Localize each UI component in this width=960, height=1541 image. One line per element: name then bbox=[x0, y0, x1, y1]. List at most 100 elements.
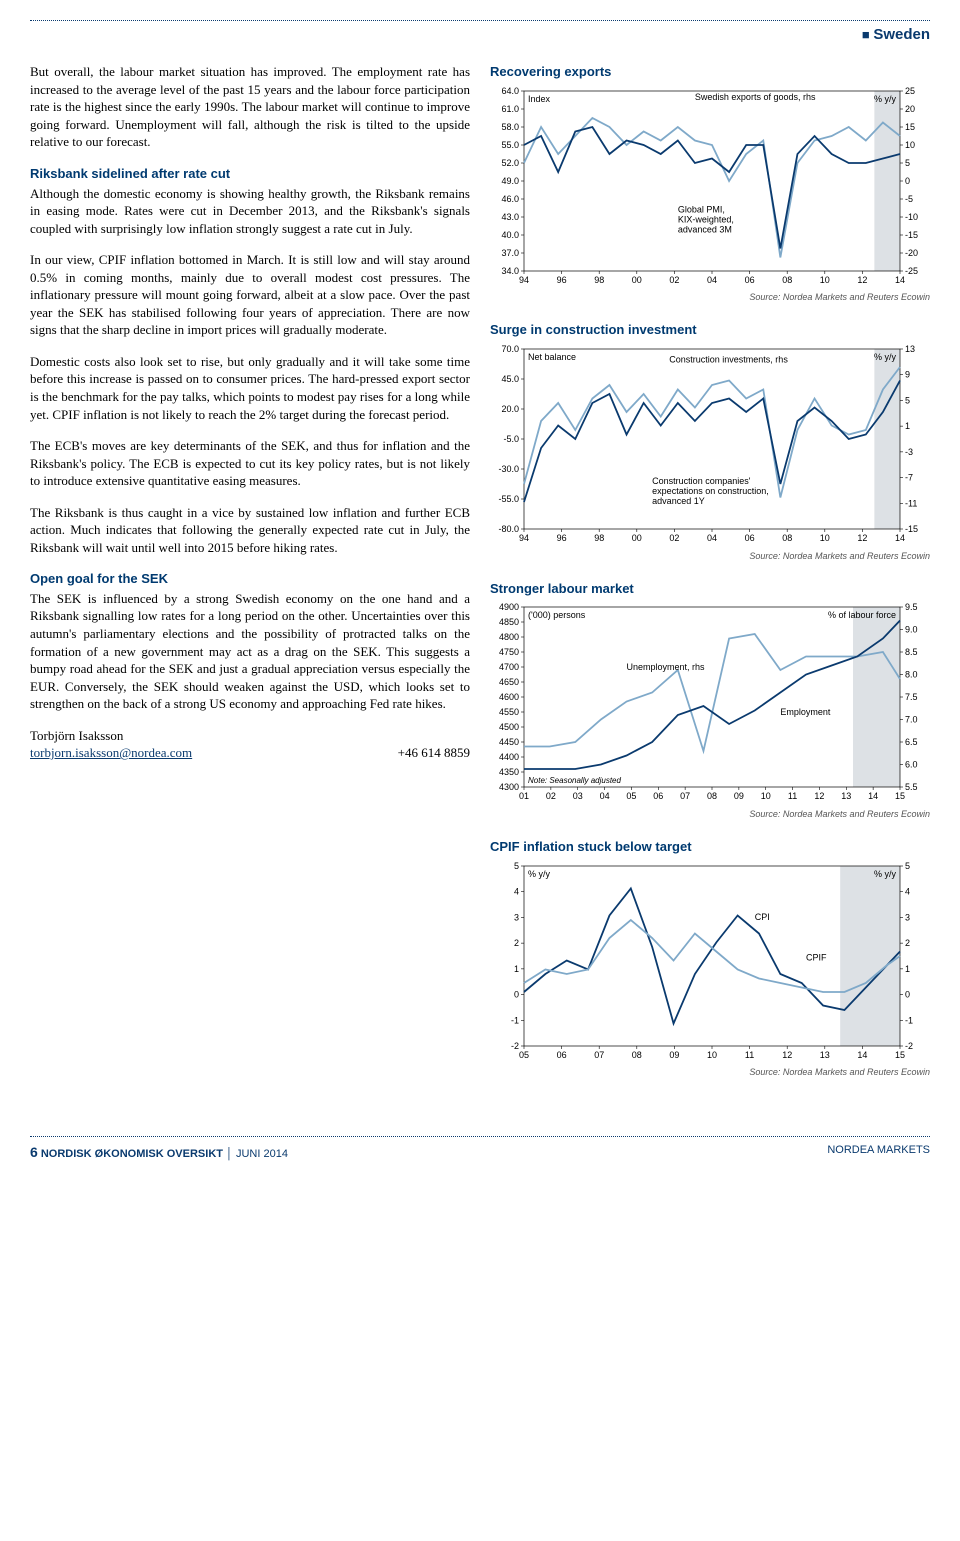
svg-text:5: 5 bbox=[905, 861, 910, 871]
author-phone: +46 614 8859 bbox=[398, 744, 470, 762]
svg-text:6.5: 6.5 bbox=[905, 737, 918, 747]
svg-text:08: 08 bbox=[632, 1050, 642, 1060]
svg-text:Net balance: Net balance bbox=[528, 352, 576, 362]
svg-text:-80.0: -80.0 bbox=[498, 524, 519, 534]
svg-text:4350: 4350 bbox=[499, 767, 519, 777]
svg-text:10: 10 bbox=[820, 533, 830, 543]
svg-text:3: 3 bbox=[905, 912, 910, 922]
svg-text:4500: 4500 bbox=[499, 722, 519, 732]
svg-text:52.0: 52.0 bbox=[501, 158, 519, 168]
svg-text:11: 11 bbox=[788, 791, 797, 801]
svg-text:advanced 1Y: advanced 1Y bbox=[652, 496, 705, 506]
svg-text:4: 4 bbox=[905, 886, 910, 896]
svg-text:12: 12 bbox=[814, 791, 824, 801]
svg-text:12: 12 bbox=[782, 1050, 792, 1060]
svg-text:14: 14 bbox=[868, 791, 878, 801]
svg-text:0: 0 bbox=[905, 989, 910, 999]
svg-text:9: 9 bbox=[905, 370, 910, 380]
footer-right: NORDEA MARKETS bbox=[827, 1143, 930, 1162]
header-divider bbox=[30, 20, 930, 21]
svg-text:CPIF: CPIF bbox=[806, 952, 827, 962]
svg-text:-20: -20 bbox=[905, 248, 918, 258]
svg-text:96: 96 bbox=[557, 533, 567, 543]
svg-text:expectations on construction,: expectations on construction, bbox=[652, 486, 769, 496]
chart-source-construction: Source: Nordea Markets and Reuters Ecowi… bbox=[490, 550, 930, 562]
svg-text:% y/y: % y/y bbox=[528, 869, 551, 879]
svg-text:0: 0 bbox=[905, 176, 910, 186]
svg-text:-7: -7 bbox=[905, 473, 913, 483]
svg-text:64.0: 64.0 bbox=[501, 86, 519, 96]
svg-text:9.0: 9.0 bbox=[905, 625, 918, 635]
svg-text:% y/y: % y/y bbox=[874, 352, 897, 362]
chart-title-cpif: CPIF inflation stuck below target bbox=[490, 838, 930, 856]
svg-text:37.0: 37.0 bbox=[501, 248, 519, 258]
chart-source-labour: Source: Nordea Markets and Reuters Ecowi… bbox=[490, 808, 930, 820]
chart-source-exports: Source: Nordea Markets and Reuters Ecowi… bbox=[490, 291, 930, 303]
svg-text:% of labour force: % of labour force bbox=[828, 610, 896, 620]
svg-text:-3: -3 bbox=[905, 447, 913, 457]
svg-text:40.0: 40.0 bbox=[501, 230, 519, 240]
chart-block-cpif: CPIF inflation stuck below target 543210… bbox=[490, 838, 930, 1078]
svg-text:4650: 4650 bbox=[499, 677, 519, 687]
footer-page-number: 6 bbox=[30, 1144, 38, 1160]
svg-text:4: 4 bbox=[514, 886, 519, 896]
chart-exports: 64.061.058.055.052.049.046.043.040.037.0… bbox=[490, 85, 930, 290]
svg-text:KIX-weighted,: KIX-weighted, bbox=[678, 214, 734, 224]
svg-text:00: 00 bbox=[632, 533, 642, 543]
chart-source-cpif: Source: Nordea Markets and Reuters Ecowi… bbox=[490, 1066, 930, 1078]
header-tag: Sweden bbox=[30, 25, 930, 45]
svg-text:08: 08 bbox=[707, 791, 717, 801]
svg-text:Construction investments, rhs: Construction investments, rhs bbox=[669, 355, 788, 365]
svg-text:-2: -2 bbox=[905, 1041, 913, 1051]
svg-text:-1: -1 bbox=[905, 1015, 913, 1025]
author-email-link[interactable]: torbjorn.isaksson@nordea.com bbox=[30, 744, 192, 762]
svg-text:10: 10 bbox=[820, 275, 830, 285]
svg-text:58.0: 58.0 bbox=[501, 122, 519, 132]
svg-text:10: 10 bbox=[761, 791, 771, 801]
svg-text:02: 02 bbox=[669, 533, 679, 543]
para-5: The ECB's moves are key determinants of … bbox=[30, 437, 470, 490]
svg-text:43.0: 43.0 bbox=[501, 212, 519, 222]
chart-cpif: 543210-1-2543210-1-205060708091011121314… bbox=[490, 860, 930, 1065]
footer-title-bold: NORDISK ØKONOMISK OVERSIKT bbox=[41, 1148, 223, 1160]
svg-text:8.5: 8.5 bbox=[905, 647, 918, 657]
svg-text:-2: -2 bbox=[511, 1041, 519, 1051]
svg-text:5.5: 5.5 bbox=[905, 782, 918, 792]
svg-text:% y/y: % y/y bbox=[874, 94, 897, 104]
svg-text:08: 08 bbox=[782, 533, 792, 543]
svg-text:34.0: 34.0 bbox=[501, 266, 519, 276]
svg-text:1: 1 bbox=[905, 421, 910, 431]
section-head-riksbank: Riksbank sidelined after rate cut bbox=[30, 165, 470, 183]
svg-text:98: 98 bbox=[594, 533, 604, 543]
svg-text:-11: -11 bbox=[905, 498, 917, 508]
svg-text:14: 14 bbox=[895, 275, 905, 285]
svg-text:46.0: 46.0 bbox=[501, 194, 519, 204]
svg-text:98: 98 bbox=[594, 275, 604, 285]
para-7: The SEK is influenced by a strong Swedis… bbox=[30, 590, 470, 713]
svg-text:-1: -1 bbox=[511, 1015, 519, 1025]
svg-text:07: 07 bbox=[680, 791, 690, 801]
svg-text:CPI: CPI bbox=[755, 912, 770, 922]
svg-text:4750: 4750 bbox=[499, 647, 519, 657]
svg-text:02: 02 bbox=[669, 275, 679, 285]
svg-text:06: 06 bbox=[745, 533, 755, 543]
svg-text:-10: -10 bbox=[905, 212, 918, 222]
svg-text:00: 00 bbox=[632, 275, 642, 285]
svg-text:3: 3 bbox=[514, 912, 519, 922]
svg-text:Employment: Employment bbox=[780, 707, 831, 717]
svg-text:('000) persons: ('000) persons bbox=[528, 610, 586, 620]
svg-text:96: 96 bbox=[557, 275, 567, 285]
svg-text:-25: -25 bbox=[905, 266, 918, 276]
svg-text:04: 04 bbox=[707, 275, 717, 285]
two-column-layout: But overall, the labour market situation… bbox=[30, 63, 930, 1096]
chart-labour: 4900485048004750470046504600455045004450… bbox=[490, 601, 930, 806]
svg-text:4850: 4850 bbox=[499, 617, 519, 627]
svg-text:-30.0: -30.0 bbox=[498, 464, 519, 474]
chart-block-construction: Surge in construction investment 70.045.… bbox=[490, 321, 930, 561]
right-column: Recovering exports 64.061.058.055.052.04… bbox=[490, 63, 930, 1096]
svg-text:13: 13 bbox=[841, 791, 851, 801]
svg-text:12: 12 bbox=[857, 275, 867, 285]
svg-text:9.5: 9.5 bbox=[905, 602, 918, 612]
svg-text:70.0: 70.0 bbox=[501, 344, 519, 354]
chart-block-exports: Recovering exports 64.061.058.055.052.04… bbox=[490, 63, 930, 303]
